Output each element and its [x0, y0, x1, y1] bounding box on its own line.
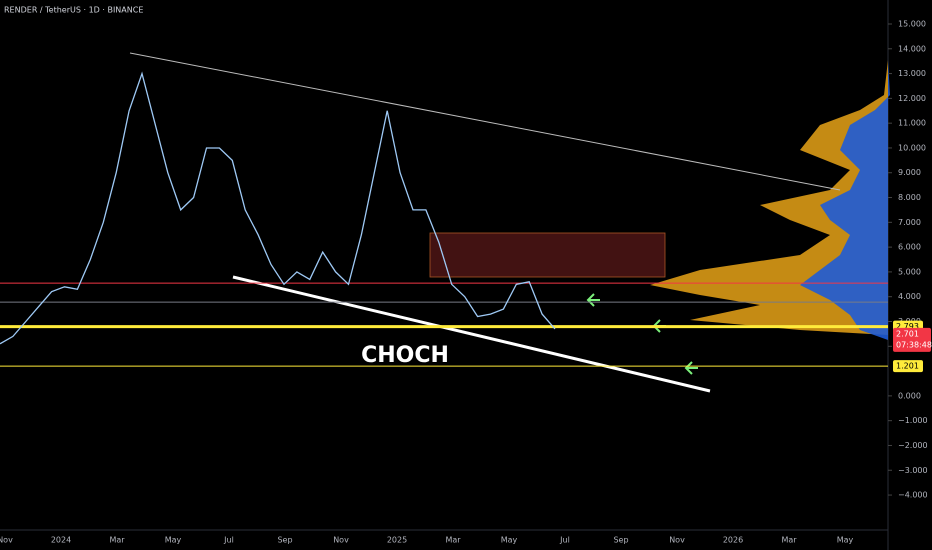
- chart-title: RENDER / TetherUS · 1D · BINANCE: [4, 6, 143, 15]
- y-tick-label: −3.000: [898, 466, 928, 475]
- x-tick-label: Nov: [0, 536, 13, 545]
- x-tick-label: Nov: [333, 536, 349, 545]
- price-tag: [893, 360, 923, 373]
- last-price-label: 2.701: [896, 329, 919, 338]
- x-tick-label: 2026: [723, 536, 743, 545]
- x-tick-label: May: [501, 536, 518, 545]
- x-tick-label: Mar: [109, 536, 125, 545]
- x-tick-label: May: [165, 536, 182, 545]
- y-tick-label: 11.000: [898, 119, 926, 128]
- x-tick-label: Sep: [613, 536, 628, 545]
- y-tick-label: 8.000: [898, 193, 921, 202]
- x-tick-label: Sep: [277, 536, 292, 545]
- x-tick-label: Jul: [223, 536, 234, 545]
- x-tick-label: 2025: [387, 536, 407, 545]
- y-tick-label: 0.000: [898, 391, 921, 400]
- y-tick-label: 5.000: [898, 267, 921, 276]
- annotation: CHOCH: [361, 343, 449, 368]
- y-tick-label: 10.000: [898, 143, 926, 152]
- price-tag-label: 1.201: [896, 362, 919, 371]
- x-tick-label: Jul: [559, 536, 570, 545]
- price-tag-label: 2.793: [896, 322, 919, 331]
- x-tick-label: 2024: [51, 536, 71, 545]
- last-price-tag: [893, 327, 931, 352]
- y-tick-label: 15.000: [898, 19, 926, 28]
- y-tick-label: 9.000: [898, 168, 921, 177]
- x-tick-label: May: [837, 536, 854, 545]
- x-tick-label: Mar: [445, 536, 461, 545]
- choch-line: [232, 275, 711, 393]
- y-tick-label: 4.000: [898, 292, 921, 301]
- y-tick-label: 12.000: [898, 94, 926, 103]
- y-tick-label: 13.000: [898, 69, 926, 78]
- countdown: 07:38:48: [896, 340, 932, 349]
- x-tick-label: Mar: [781, 536, 797, 545]
- trend-line: [129, 52, 841, 191]
- y-tick-label: −2.000: [898, 441, 928, 450]
- price-line: [0, 71, 556, 345]
- y-tick-label: 6.000: [898, 243, 921, 252]
- y-tick-label: 14.000: [898, 44, 926, 53]
- volume-profile: [800, 60, 890, 340]
- y-tick-label: 7.000: [898, 218, 921, 227]
- zone-box: [429, 232, 666, 278]
- y-tick-label: −4.000: [898, 491, 928, 500]
- x-tick-label: Nov: [669, 536, 685, 545]
- y-tick-label: −1.000: [898, 416, 928, 425]
